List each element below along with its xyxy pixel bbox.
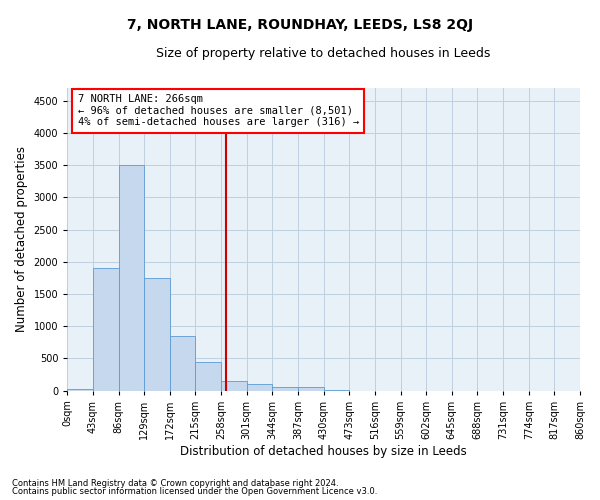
Bar (247, 384, 272, 390)
Text: 7 NORTH LANE: 266sqm
← 96% of detached houses are smaller (8,501)
4% of semi-det: 7 NORTH LANE: 266sqm ← 96% of detached h… (77, 94, 359, 128)
Title: Size of property relative to detached houses in Leeds: Size of property relative to detached ho… (157, 48, 491, 60)
Bar (67, 388, 93, 390)
Bar (93, 268, 119, 390)
Text: 7, NORTH LANE, ROUNDHAY, LEEDS, LS8 2QJ: 7, NORTH LANE, ROUNDHAY, LEEDS, LS8 2QJ (127, 18, 473, 32)
Bar (298, 388, 323, 390)
Text: Contains public sector information licensed under the Open Government Licence v3: Contains public sector information licen… (12, 487, 377, 496)
X-axis label: Distribution of detached houses by size in Leeds: Distribution of detached houses by size … (180, 444, 467, 458)
Bar (144, 278, 170, 390)
Text: Contains HM Land Registry data © Crown copyright and database right 2024.: Contains HM Land Registry data © Crown c… (12, 478, 338, 488)
Y-axis label: Number of detached properties: Number of detached properties (15, 146, 28, 332)
Bar (196, 362, 221, 390)
Bar (221, 381, 247, 390)
Bar (170, 336, 196, 390)
Bar (272, 386, 298, 390)
Bar (119, 166, 144, 390)
